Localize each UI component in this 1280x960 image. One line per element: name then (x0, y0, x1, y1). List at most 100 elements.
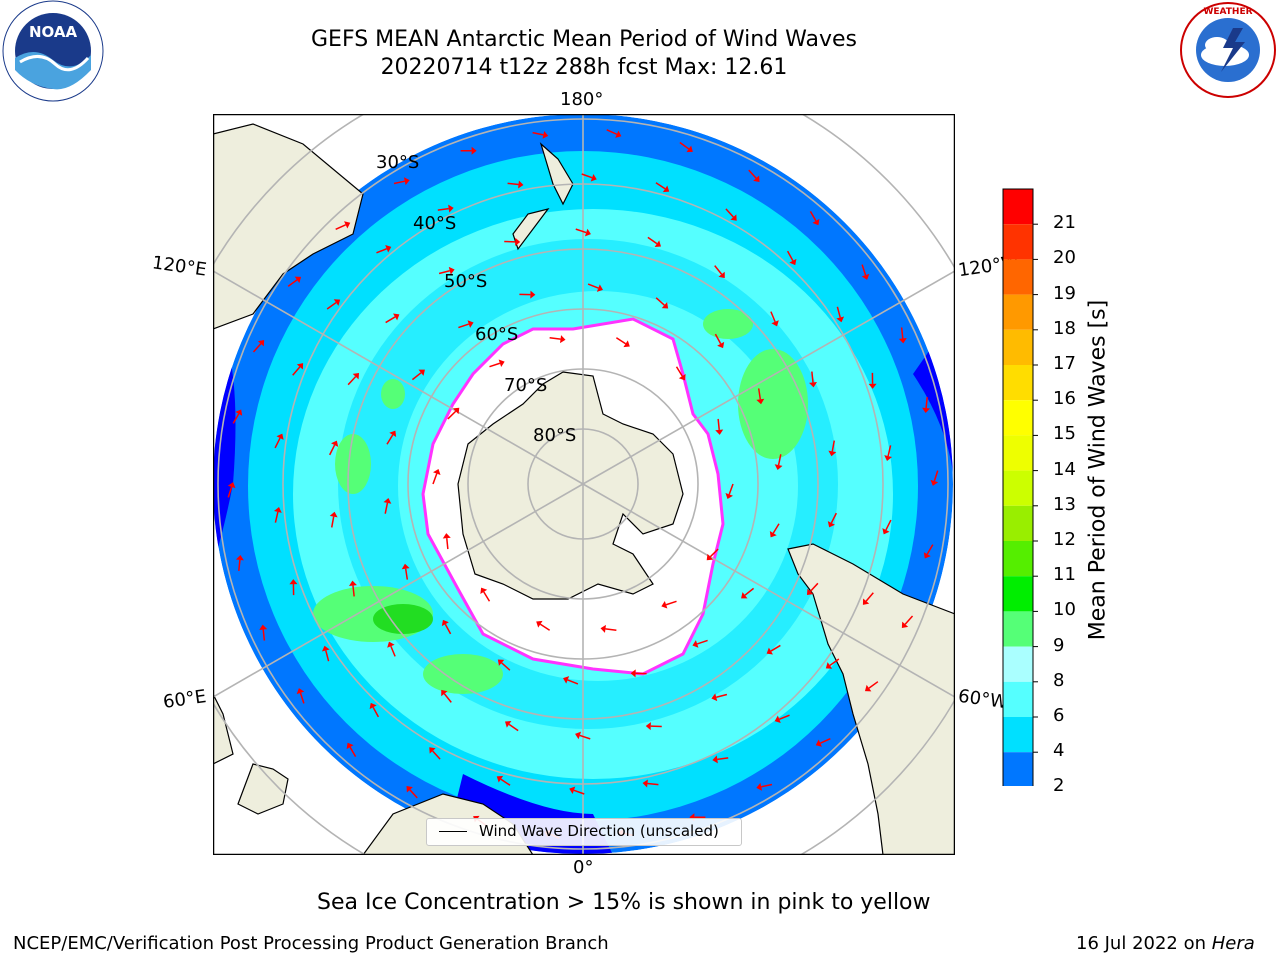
colorbar-tick-label: 2 (1053, 775, 1065, 797)
wind-wave-arrowhead (771, 320, 779, 327)
colorbar-band (1003, 400, 1033, 436)
wind-wave-arrow (437, 207, 449, 211)
wind-wave-arrowhead (498, 359, 505, 368)
wind-wave-arrow (809, 582, 819, 592)
colorbar-band (1003, 752, 1033, 786)
title-line-1: GEFS MEAN Antarctic Mean Period of Wind … (311, 27, 857, 52)
wind-wave-arrow (655, 182, 666, 190)
credit: NCEP/EMC/Verification Post Processing Pr… (13, 933, 609, 954)
noaa-logo-text: NOAA (29, 23, 78, 41)
wind-wave-arrow (786, 250, 794, 262)
colorbar-band (1003, 329, 1033, 365)
wind-wave-arrowhead (296, 688, 305, 695)
colorbar-band (1003, 294, 1033, 330)
wind-wave-arrowhead (385, 245, 392, 253)
wind-wave-arrow (411, 372, 422, 381)
wind-wave-arrowhead (515, 237, 521, 246)
wind-wave-arrowhead (630, 669, 636, 678)
wind-wave-arrow (830, 512, 838, 524)
wind-wave-arrow (376, 248, 387, 254)
colorbar-tick-label: 15 (1053, 423, 1076, 445)
lon-label-bottom: 0° (573, 857, 594, 878)
wind-wave-arrowhead (590, 173, 597, 182)
lat-label-70: 70°S (504, 375, 548, 396)
lon-label-top: 180° (560, 89, 604, 110)
wind-wave-arrowhead (584, 228, 591, 237)
wind-wave-arrowhead (344, 221, 351, 229)
wind-wave-arrow (501, 662, 511, 671)
wind-wave-arrowhead (536, 620, 543, 628)
colorbar-tick-label: 9 (1053, 634, 1065, 656)
wind-wave-arrow (772, 523, 780, 534)
wind-wave-arrowhead (575, 731, 582, 740)
wind-wave-arrow (349, 746, 357, 757)
colorbar-band (1003, 435, 1033, 471)
wind-wave-arrowhead (774, 715, 781, 723)
wind-wave-arrowhead (403, 177, 410, 186)
wind-wave-arrowhead (569, 786, 576, 795)
wind-wave-arrow (409, 789, 418, 799)
wind-wave-arrow (809, 211, 817, 222)
wind-wave-arrowhead (861, 273, 870, 280)
wind-wave-arrow (717, 418, 720, 430)
wind-wave-arrow (647, 782, 659, 786)
wind-wave-arrow (508, 723, 519, 732)
wind-wave-arrow (489, 362, 501, 368)
wind-wave-arrowhead (884, 455, 893, 461)
wind-wave-arrowhead (692, 640, 699, 648)
colorbar-tick-label: 8 (1053, 669, 1065, 691)
title-line-2: 20220714 t12z 288h fcst Max: 12.61 (380, 55, 788, 80)
wind-wave-arrow (887, 445, 892, 457)
wind-wave-arrowhead (429, 747, 436, 754)
wind-wave-arrowhead (289, 579, 298, 585)
wind-wave-arrow (438, 270, 450, 275)
legend-line-swatch (439, 831, 467, 832)
wind-wave-arrowhead (393, 313, 400, 321)
svg-text:WEATHER: WEATHER (1203, 7, 1252, 17)
wind-wave-arrow (761, 783, 773, 788)
wind-wave-arrowhead (711, 693, 718, 702)
wind-wave-arrowhead (806, 588, 814, 596)
wind-wave-arrow (819, 737, 831, 744)
wind-wave-arrow (335, 224, 347, 231)
lat-label-40: 40°S (413, 213, 457, 234)
wind-wave-arrow (865, 592, 874, 602)
wind-wave-arrow (579, 734, 591, 740)
wind-wave-arrow (728, 483, 734, 495)
wind-wave-arrow (252, 343, 262, 353)
colorbar-band (1003, 717, 1033, 753)
wind-wave-arrowhead (718, 271, 725, 279)
wind-wave-arrow (446, 538, 449, 550)
wind-wave-arrow (885, 519, 892, 531)
wind-wave-arrowhead (725, 492, 733, 500)
colorbar-tick-label: 18 (1053, 317, 1076, 339)
wind-wave-arrow (500, 778, 511, 786)
wind-wave-arrowhead (235, 554, 244, 561)
wind-wave-arrow (811, 371, 814, 383)
wind-wave-arrow (605, 628, 617, 631)
wind-wave-arrowhead (496, 775, 504, 783)
wind-wave-arrowhead (401, 563, 410, 570)
wind-wave-arrow (549, 337, 561, 340)
wind-wave-arrow (325, 650, 330, 662)
lon-label-upper-left: 120°E (150, 252, 208, 281)
wind-wave-arrow (274, 511, 279, 523)
wind-wave-arrowhead (383, 498, 392, 504)
wind-wave-arrowhead (389, 430, 397, 437)
wind-wave-arrowhead (321, 645, 330, 652)
polar-map (213, 114, 955, 855)
wind-wave-arrow (861, 264, 867, 276)
run-date: 16 Jul 2022 on Hera (1076, 933, 1255, 954)
wind-wave-arrow (393, 180, 405, 185)
machine-name: Hera (1211, 933, 1255, 954)
wind-wave-arrowhead (406, 786, 413, 793)
wind-wave-arrow (227, 486, 233, 498)
wind-wave-arrowhead (346, 742, 354, 750)
wind-wave-arrowhead (756, 782, 763, 791)
wind-wave-arrow (868, 681, 879, 689)
wind-wave-arrow (458, 323, 470, 329)
wind-wave-arrow (829, 658, 840, 667)
wind-wave-arrowhead (706, 553, 714, 561)
wind-wave-arrowhead (923, 552, 931, 559)
colorbar-band (1003, 541, 1033, 577)
